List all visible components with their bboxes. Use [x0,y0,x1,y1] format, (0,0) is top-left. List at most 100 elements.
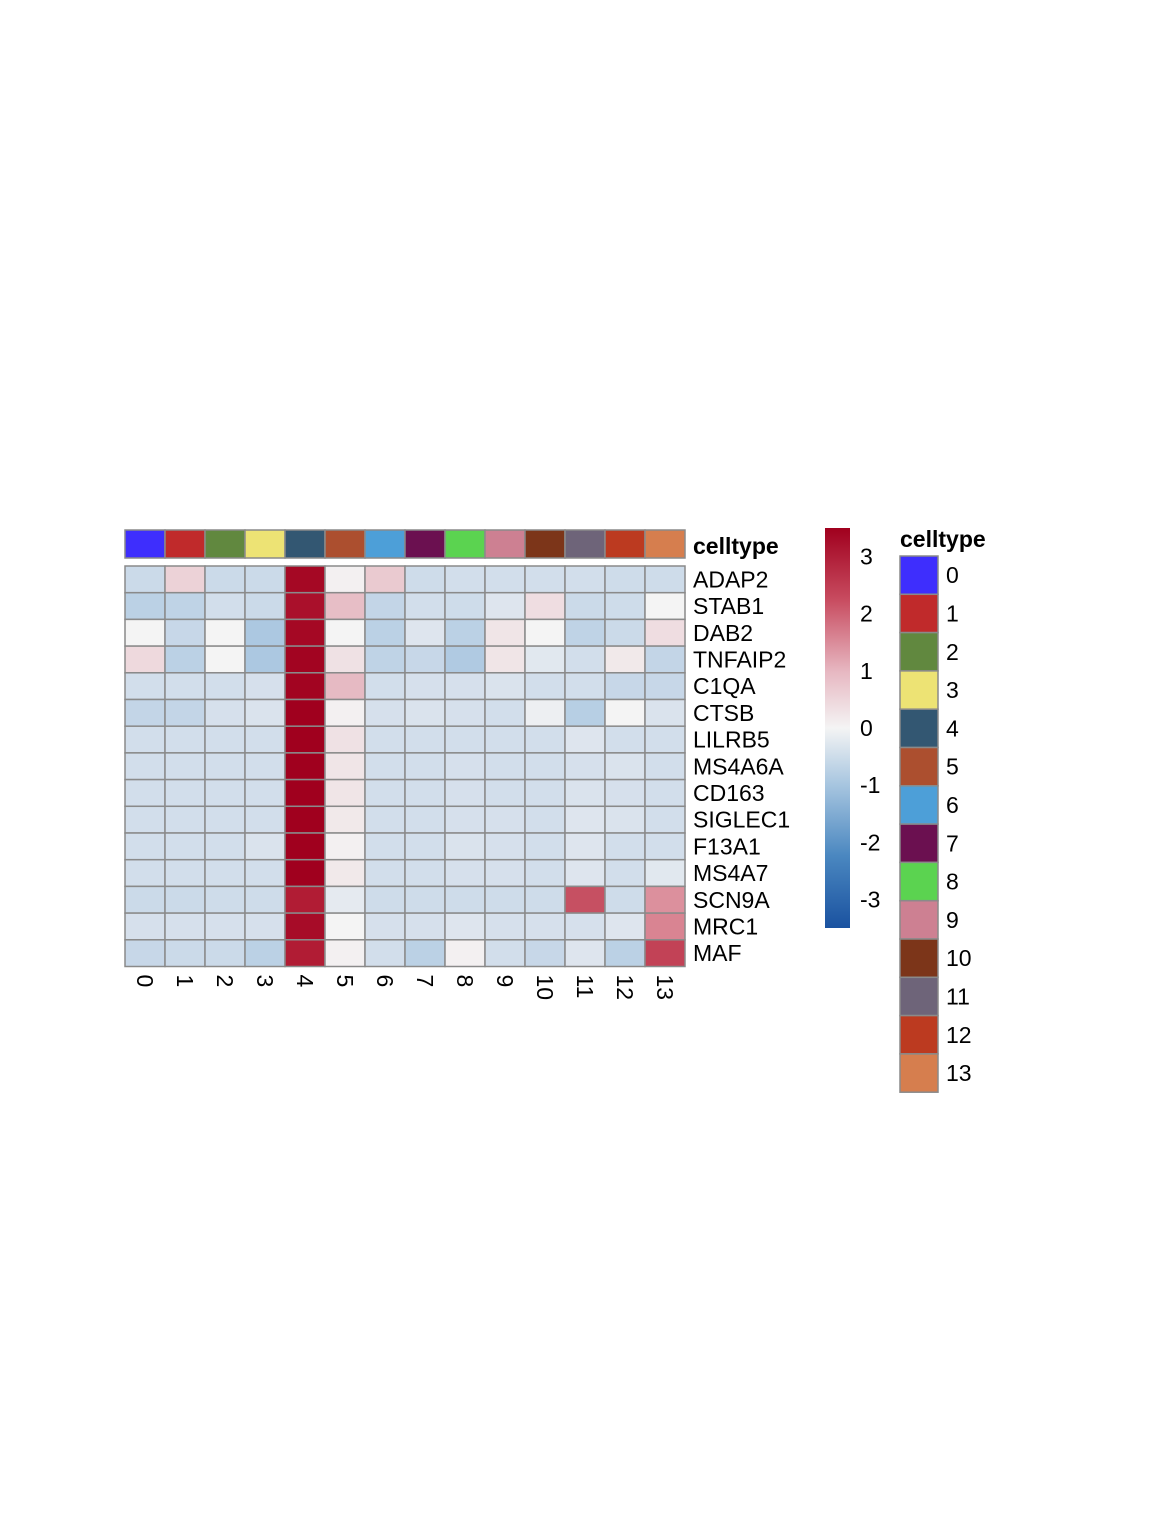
row-label: ADAP2 [693,566,768,592]
column-label: 7 [412,975,438,988]
heat-cell [644,698,686,727]
column-label: 0 [132,975,158,988]
heat-cell [284,618,326,647]
annotation-cell-0 [124,529,166,559]
legend-swatch-5 [899,746,939,787]
heat-cell [164,778,206,808]
heat-cell [164,805,206,834]
column-label: 5 [332,975,358,988]
legend-label: 11 [946,983,970,1009]
heat-cell [164,912,206,941]
heat-cell [524,591,566,621]
heat-cell [604,591,646,621]
heat-cell [364,885,406,914]
heat-cell [644,672,686,701]
heat-cell [324,645,366,674]
annotation-cell-1 [164,529,206,559]
heat-cell [204,832,246,861]
legend-swatch-13 [899,1053,939,1093]
heat-cell [644,591,686,621]
heat-cell [124,832,166,861]
heat-cell [484,645,526,674]
legend-label: 2 [946,639,959,665]
heat-cell [284,645,326,674]
heat-cell [204,778,246,808]
heat-cell [404,912,446,941]
heat-cell [564,939,606,968]
heat-cell [444,885,486,914]
row-labels: ADAP2STAB1DAB2TNFAIP2C1QACTSBLILRB5MS4A6… [693,566,790,966]
heat-cell [484,832,526,861]
heat-cell [564,591,606,621]
heat-cell [204,725,246,754]
heat-cell [124,618,166,647]
heat-cell [124,698,166,727]
heat-cell [364,672,406,701]
heat-cell [564,858,606,888]
heat-cell [564,832,606,861]
heat-cell [364,832,406,861]
heat-cell [204,565,246,594]
heat-cell [244,591,286,621]
heat-cell [644,912,686,941]
heat-cell [324,725,366,754]
heat-cell [404,885,446,914]
heat-cell [204,752,246,781]
heat-cell [484,752,526,781]
heat-cell [244,939,286,968]
legend-label: 6 [946,792,959,818]
heat-cell [644,858,686,888]
heat-cell [444,752,486,781]
heat-cell [644,805,686,834]
heat-cell [444,565,486,594]
heat-cell [364,939,406,968]
legend-swatch-1 [899,593,939,634]
scale-tick-label: -3 [860,886,880,912]
heat-cell [244,858,286,888]
heat-cell [484,618,526,647]
column-label: 3 [252,975,278,988]
heat-cell [564,645,606,674]
row-label: CD163 [693,780,765,806]
row-label: MRC1 [693,913,758,939]
column-label: 4 [292,975,318,988]
heat-cell [644,939,686,968]
heat-cell [404,645,446,674]
heat-cell [284,885,326,914]
heat-cell [564,725,606,754]
legend-swatch-6 [899,785,939,825]
annotation-cell-3 [244,529,286,559]
heat-cell [564,805,606,834]
column-label: 10 [532,975,558,1001]
heat-cell [604,778,646,808]
heat-cell [404,832,446,861]
heat-cell [284,698,326,727]
column-label: 6 [372,975,398,988]
heat-cell [124,805,166,834]
heat-cell [564,912,606,941]
heat-cell [204,591,246,621]
heat-cell [164,698,206,727]
column-label: 2 [212,975,238,988]
heat-cell [444,778,486,808]
heat-cell [324,672,366,701]
legend-title: celltype [900,526,986,552]
row-label: SCN9A [693,887,770,913]
heat-cell [164,939,206,968]
heat-cell [164,725,206,754]
heat-cell [324,912,366,941]
legend-swatch-0 [899,555,939,596]
column-label: 9 [492,975,518,988]
heat-cell [404,939,446,968]
heat-cell [484,885,526,914]
heat-cell [164,858,206,888]
heat-cell [444,912,486,941]
legend-label: 10 [946,945,972,971]
heat-cell [244,885,286,914]
heat-cell [644,885,686,914]
heat-cell [644,778,686,808]
heat-cell [484,698,526,727]
annotation-title: celltype [693,533,779,559]
heat-cell [324,591,366,621]
